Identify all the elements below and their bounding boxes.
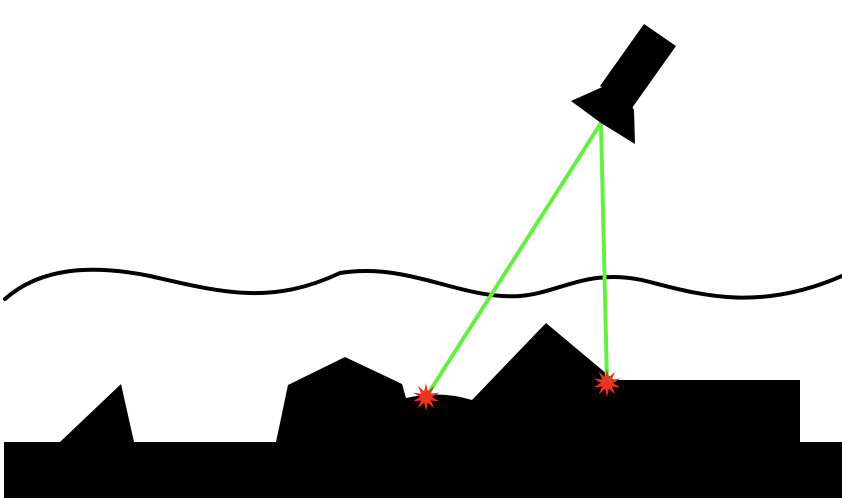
starburst-shape (412, 383, 440, 411)
laser-beam-right (599, 121, 609, 385)
starburst-shape (593, 369, 621, 397)
impact-marker-left (412, 383, 440, 411)
seabed-base (4, 323, 842, 498)
impact-marker-right (593, 369, 621, 397)
scanner-device-icon (571, 24, 676, 144)
laser-beam-left (424, 121, 603, 399)
scanner-lens-head (571, 80, 635, 144)
water-surface-line (3, 267, 842, 301)
seabed-terrain (4, 323, 842, 498)
